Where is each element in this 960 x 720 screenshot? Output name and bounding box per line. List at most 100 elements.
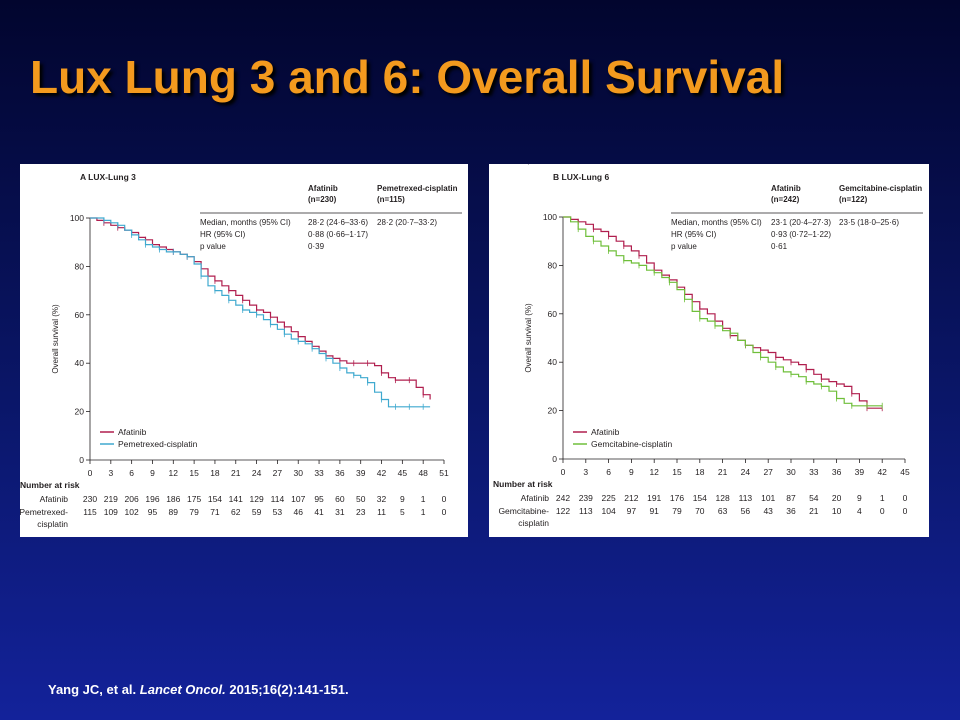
risk-value: 175: [187, 494, 201, 504]
x-tick-label: 9: [150, 468, 155, 478]
x-tick-label: 48: [418, 468, 428, 478]
risk-value: 23: [356, 507, 366, 517]
risk-value: 115: [83, 507, 97, 517]
y-tick-label: 0: [552, 454, 557, 464]
km-panel-lux-lung-6: cisplatin B LUX-Lung 6 Afatinib (n=242) Gemc…: [489, 164, 929, 537]
x-tick-label: 3: [108, 468, 113, 478]
x-tick-label: 9: [629, 467, 634, 477]
risk-value: 0: [442, 507, 447, 517]
citation-journal: Lancet Oncol.: [139, 682, 226, 697]
panel-title: B LUX-Lung 6: [553, 172, 609, 182]
survival-curve-comparator: [90, 217, 431, 408]
citation-authors: Yang JC, et al.: [48, 682, 137, 697]
panel-title: A LUX-Lung 3: [80, 172, 136, 182]
stats-row-value: 0·88 (0·66–1·17): [308, 230, 368, 239]
x-tick-label: 24: [741, 467, 751, 477]
y-tick-label: 40: [548, 357, 558, 367]
x-tick-label: 27: [763, 467, 773, 477]
risk-value: 79: [672, 506, 682, 516]
risk-value: 41: [314, 507, 324, 517]
risk-value: 95: [314, 494, 324, 504]
legend-label: Pemetrexed-cisplatin: [118, 439, 198, 449]
risk-value: 95: [148, 507, 158, 517]
y-tick-label: 80: [75, 261, 85, 271]
x-tick-label: 18: [695, 467, 705, 477]
y-tick-label: 60: [75, 310, 85, 320]
risk-value: 239: [579, 493, 593, 503]
risk-value: 0: [903, 493, 908, 503]
risk-value: 230: [83, 494, 97, 504]
x-tick-label: 12: [649, 467, 659, 477]
stats-row-value: 0·39: [308, 242, 325, 251]
y-tick-label: 20: [75, 407, 85, 417]
stats-row-value: 28·2 (20·7–33·2): [377, 218, 437, 227]
x-tick-label: 51: [439, 468, 449, 478]
km-panel-lux-lung-3: A LUX-Lung 3 Afatinib (n=230) Pemetrexed-ci…: [20, 164, 468, 537]
risk-value: 54: [809, 493, 819, 503]
y-tick-label: 20: [548, 406, 558, 416]
risk-value: 154: [693, 493, 707, 503]
km-chart-lux-lung-3: A LUX-Lung 3 Afatinib (n=230) Pemetrexed-ci…: [20, 172, 462, 529]
x-tick-label: 30: [786, 467, 796, 477]
risk-value: 10: [832, 506, 842, 516]
legend-label: Afatinib: [591, 427, 620, 437]
y-axis-label: Overall survival (%): [524, 303, 533, 373]
x-tick-label: 15: [672, 467, 682, 477]
risk-value: 0: [880, 506, 885, 516]
stats-col2-header: Pemetrexed-cisplatin: [377, 184, 458, 193]
risk-value: 114: [271, 494, 285, 504]
stats-row-value: 28·2 (24·6–33·6): [308, 218, 368, 227]
stats-row-value: 23·5 (18·0–25·6): [839, 218, 899, 227]
legend-label: Gemcitabine-cisplatin: [591, 439, 673, 449]
stats-row-label: p value: [671, 242, 697, 251]
y-tick-label: 100: [70, 213, 84, 223]
risk-value: 60: [335, 494, 345, 504]
stats-col1-header: Afatinib: [308, 184, 338, 193]
stats-col2-sub: (n=122): [839, 195, 868, 204]
y-tick-label: 100: [543, 212, 557, 222]
risk-value: 122: [556, 506, 570, 516]
risk-value: 4: [857, 506, 862, 516]
x-tick-label: 18: [210, 468, 220, 478]
stats-col2-sub: (n=115): [377, 195, 405, 204]
x-tick-label: 3: [583, 467, 588, 477]
risk-value: 191: [647, 493, 661, 503]
risk-value: 101: [761, 493, 775, 503]
risk-value: 36: [786, 506, 796, 516]
risk-value: 109: [104, 507, 118, 517]
risk-value: 53: [273, 507, 283, 517]
risk-row-label: Pemetrexed-: [20, 507, 68, 517]
risk-value: 43: [763, 506, 773, 516]
survival-curve-afatinib: [563, 216, 883, 409]
risk-row-label: Gemcitabine-: [498, 506, 549, 516]
stats-row-label: HR (95% CI): [200, 230, 246, 239]
stats-row-label: p value: [200, 242, 226, 251]
stats-row-value: 0·93 (0·72–1·22): [771, 230, 831, 239]
stats-col1-sub: (n=230): [308, 195, 337, 204]
y-tick-label: 0: [79, 455, 84, 465]
risk-value: 0: [442, 494, 447, 504]
risk-value: 102: [125, 507, 139, 517]
stats-row-value: 0·61: [771, 242, 788, 251]
risk-value: 176: [670, 493, 684, 503]
x-tick-label: 33: [314, 468, 324, 478]
risk-value: 186: [166, 494, 180, 504]
risk-value: 62: [231, 507, 241, 517]
risk-value: 31: [335, 507, 345, 517]
legend-label: Afatinib: [118, 427, 147, 437]
x-tick-label: 45: [398, 468, 408, 478]
risk-value: 113: [739, 493, 753, 503]
risk-value: 104: [602, 506, 616, 516]
survival-curve-afatinib: [90, 217, 431, 400]
risk-value: 225: [602, 493, 616, 503]
x-tick-label: 39: [855, 467, 865, 477]
stats-col1-header: Afatinib: [771, 184, 801, 193]
risk-table-title: Number at risk: [20, 480, 80, 490]
y-tick-label: 40: [75, 358, 85, 368]
risk-row-label: cisplatin: [518, 518, 549, 528]
citation-ref: 2015;16(2):141-151.: [229, 682, 349, 697]
risk-value: 97: [627, 506, 637, 516]
risk-value: 9: [857, 493, 862, 503]
risk-value: 0: [903, 506, 908, 516]
x-tick-label: 36: [335, 468, 345, 478]
